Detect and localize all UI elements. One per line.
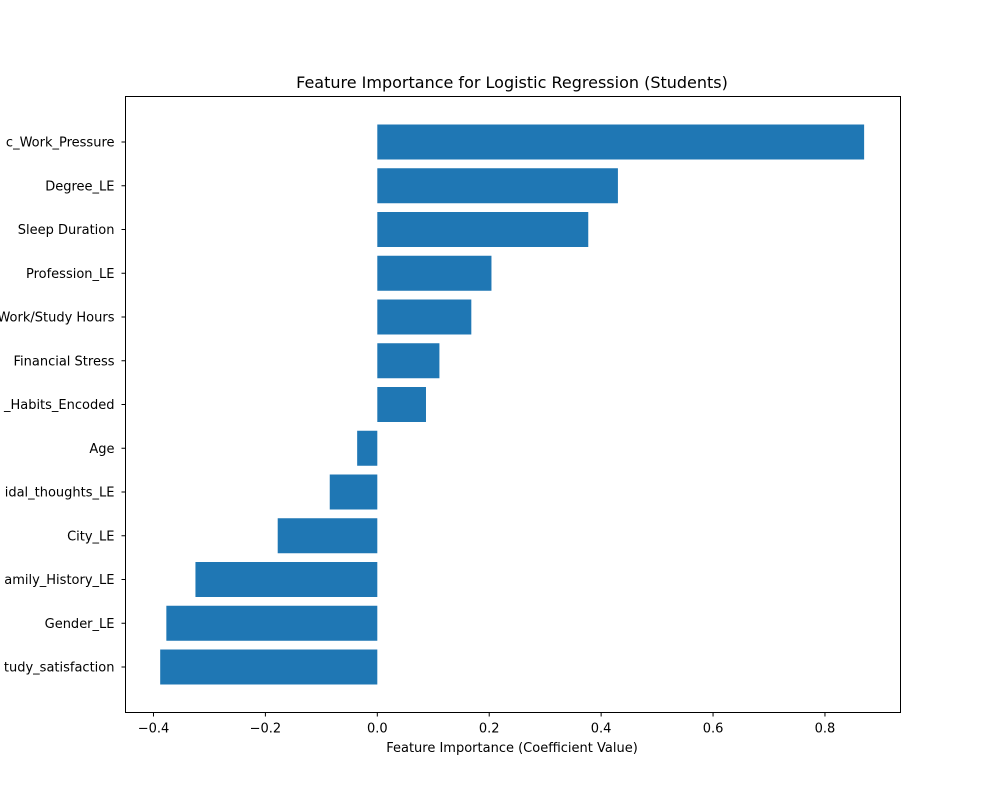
bar-12 [160, 649, 378, 685]
bar-5 [377, 343, 440, 379]
x-tick-label-1: −0.2 [250, 722, 282, 737]
y-tick-label-3: Profession_LE [26, 267, 115, 282]
y-tick-label-4: Work/Study Hours [0, 311, 115, 326]
x-tick-label-3: 0.2 [479, 722, 500, 737]
bar-1 [377, 168, 618, 204]
bar-3 [377, 255, 492, 291]
bar-11 [166, 605, 378, 641]
bar-4 [377, 299, 472, 335]
x-tick-label-5: 0.6 [703, 722, 724, 737]
bar-0 [377, 124, 865, 160]
bar-6 [377, 387, 426, 422]
y-tick-label-9: City_LE [67, 529, 114, 544]
chart-title: Feature Importance for Logistic Regressi… [296, 73, 728, 92]
y-tick-label-10: amily_History_LE [4, 573, 114, 588]
bar-7 [357, 430, 378, 466]
y-tick-label-1: Degree_LE [45, 179, 114, 194]
x-tick-label-2: 0.0 [367, 722, 388, 737]
y-tick-label-8: idal_thoughts_LE [5, 486, 115, 501]
y-tick-label-5: Financial Stress [13, 354, 114, 369]
y-tick-label-7: Age [89, 442, 114, 457]
bar-10 [195, 562, 378, 597]
y-tick-label-2: Sleep Duration [18, 223, 115, 238]
x-tick-label-6: 0.8 [815, 722, 836, 737]
x-axis-label: Feature Importance (Coefficient Value) [386, 741, 638, 756]
bar-2 [377, 212, 589, 247]
bar-9 [277, 518, 378, 554]
y-tick-label-11: Gender_LE [45, 617, 115, 632]
bar-8 [329, 474, 378, 510]
x-tick-label-0: −0.4 [138, 722, 170, 737]
y-tick-label-12: tudy_satisfaction [4, 661, 115, 676]
y-tick-label-6: _Habits_Encoded [3, 398, 115, 413]
x-tick-label-4: 0.4 [591, 722, 612, 737]
y-tick-label-0: c_Work_Pressure [6, 136, 115, 151]
